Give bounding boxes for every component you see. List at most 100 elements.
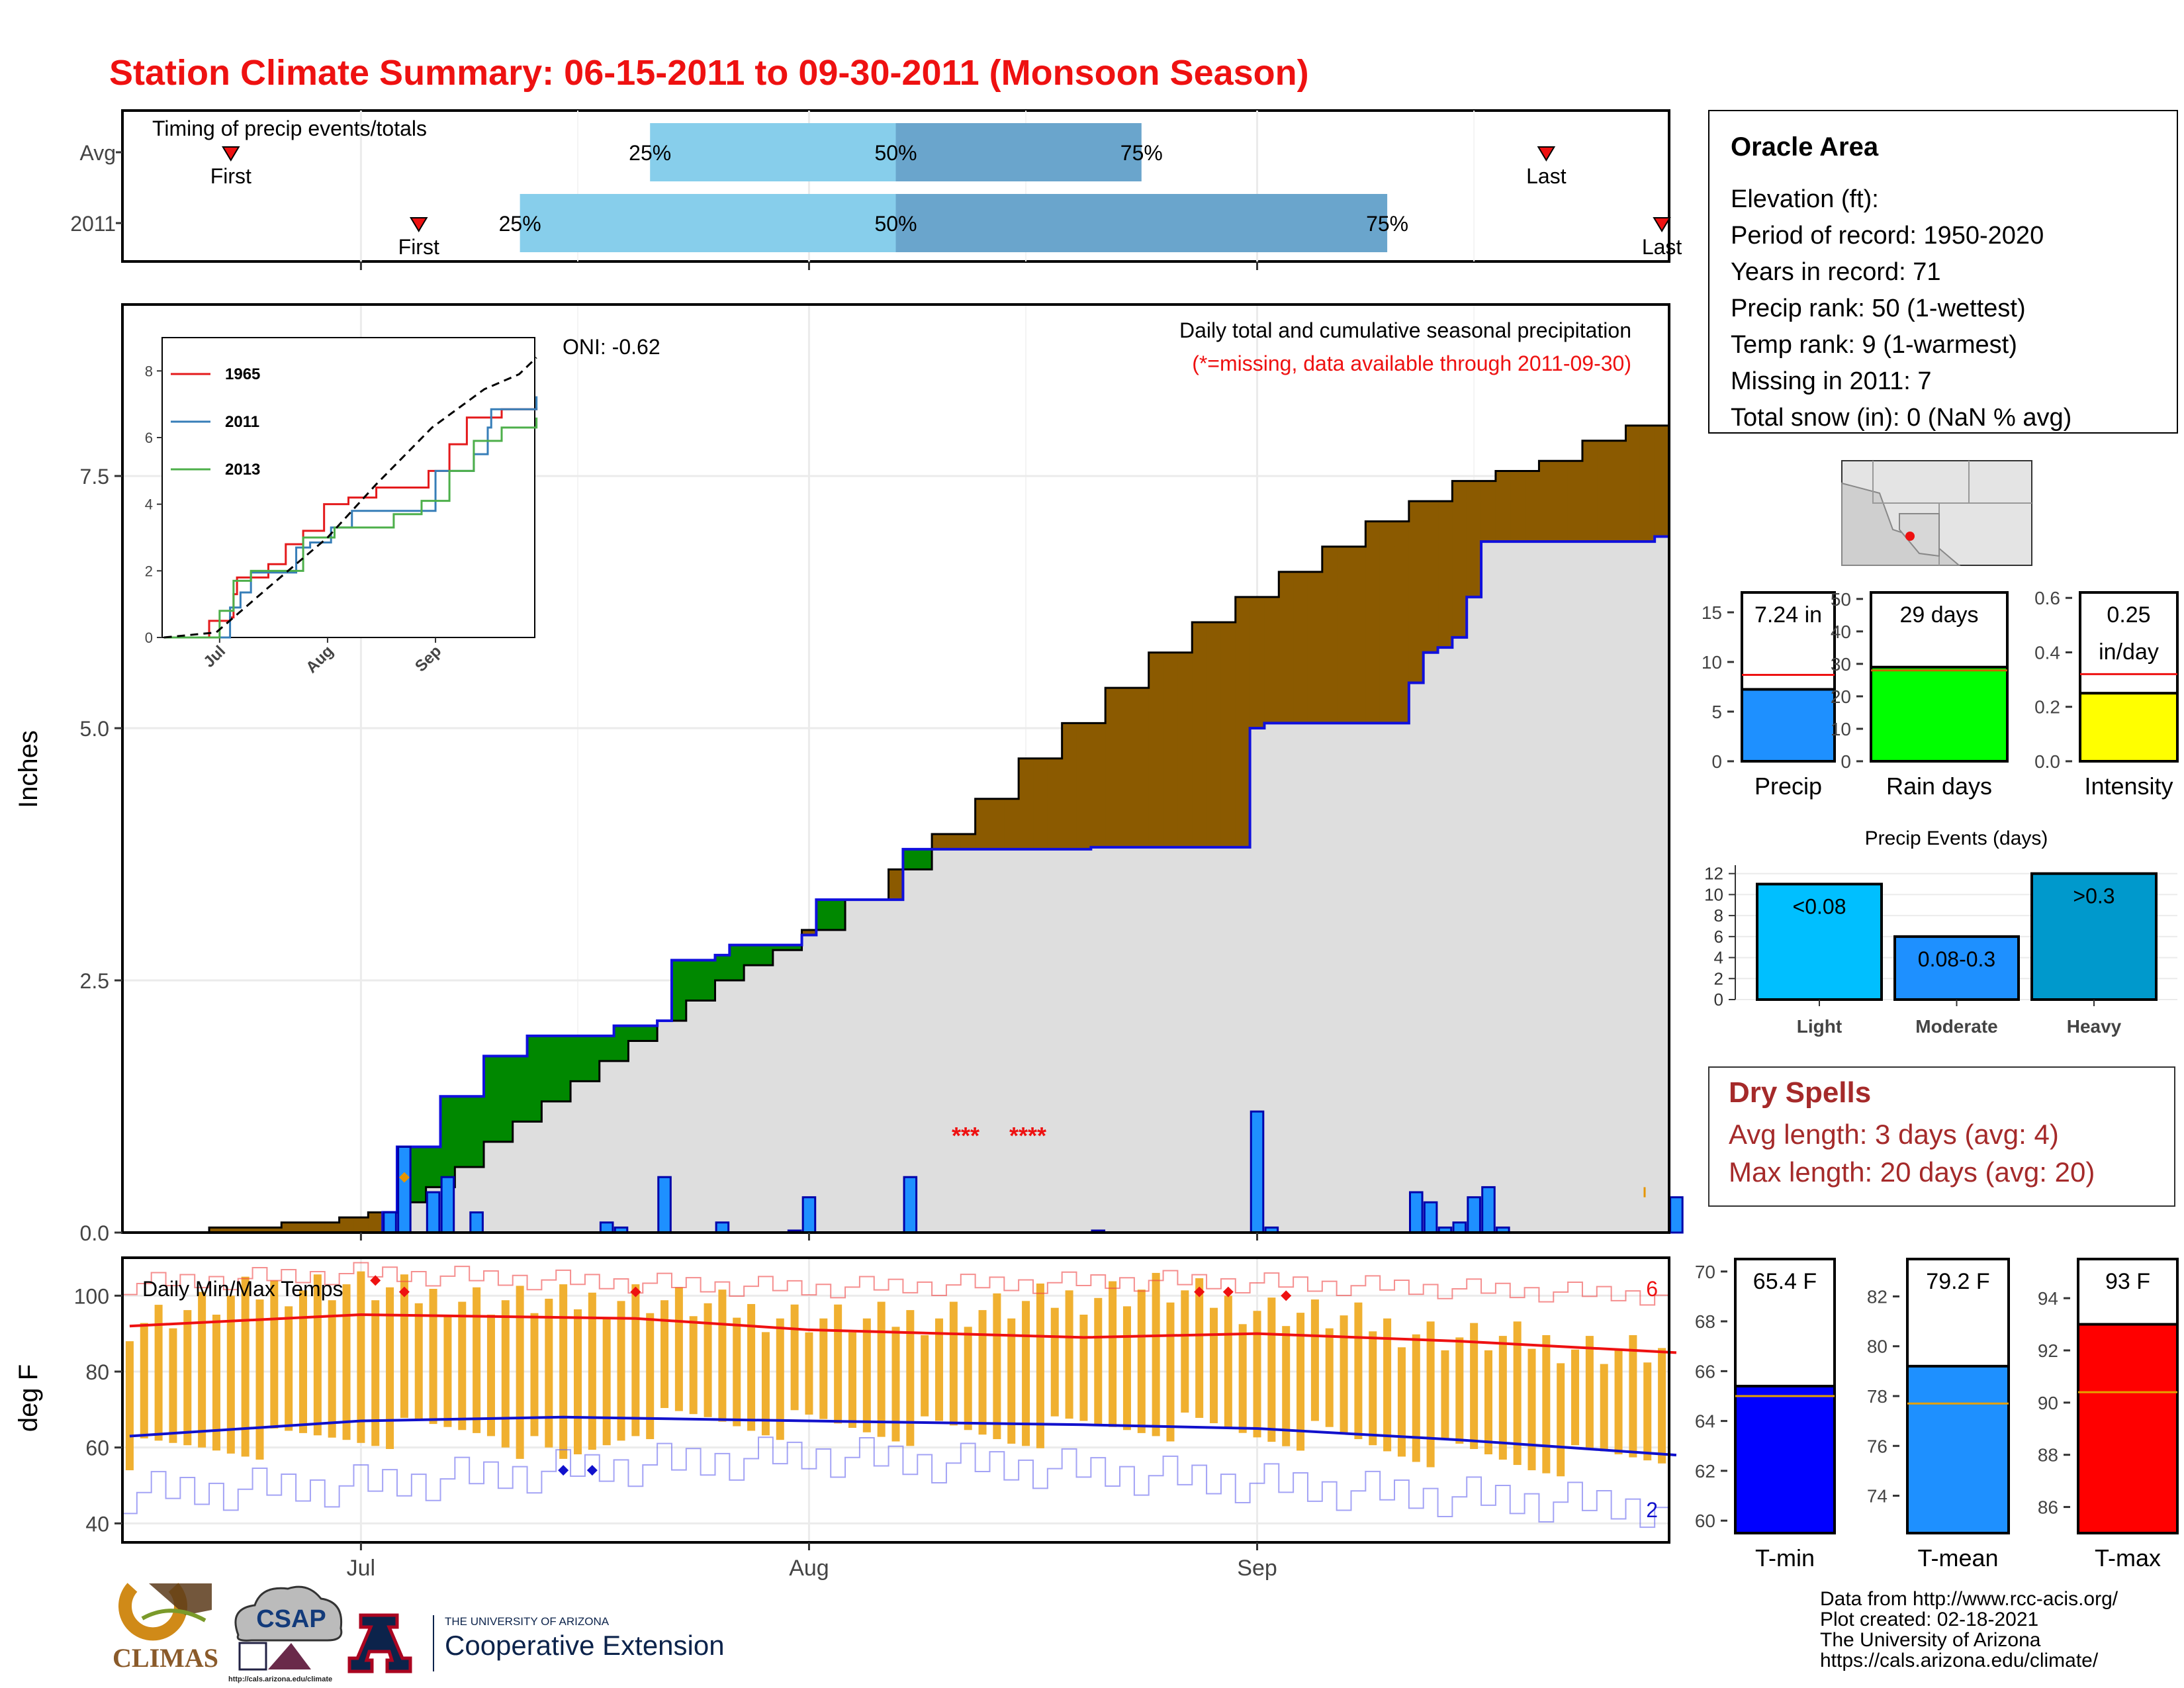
temp-count-min: 2 <box>1646 1498 1658 1522</box>
temp-summary-t-max-y-tick-label: 92 <box>2038 1340 2058 1361</box>
precip-y-tick-label: 5.0 <box>80 717 109 741</box>
temp-daily-bar <box>1166 1302 1175 1442</box>
temp-daily-bar <box>935 1318 944 1421</box>
csap-logo: CSAP http://cals.arizona.edu/climate <box>228 1585 343 1683</box>
temp-record-high-marker <box>1222 1286 1234 1297</box>
temp-daily-bar <box>1542 1335 1551 1474</box>
inset-y-tick-label: 8 <box>145 363 153 379</box>
intensity-y-tick-label: 0.0 <box>2034 751 2060 772</box>
temp-panel: Daily Min/Max Temps 6 2 deg F 40 60 80 100 J… <box>14 1256 1677 1581</box>
temp-daily-bar <box>1498 1336 1507 1460</box>
timing-first-label: First <box>398 235 439 259</box>
csap-logo-text: CSAP <box>256 1605 326 1633</box>
precip-daily-bar <box>801 1196 817 1234</box>
timing-iqr-lower-0 <box>650 123 896 181</box>
rain-days-y-tick-label: 10 <box>1831 719 1851 739</box>
temp-daily-bar <box>891 1327 900 1442</box>
temp-summary-t-max-y-tick-label: 94 <box>2038 1288 2058 1309</box>
temp-daily-bar <box>1195 1278 1204 1418</box>
temp-daily-bar <box>819 1318 828 1419</box>
temp-daily-bar <box>501 1300 510 1448</box>
rain-days-y-tick-label: 50 <box>1831 589 1851 610</box>
events-bar-heavy <box>2030 872 2158 1001</box>
temp-daily-bar <box>169 1328 177 1443</box>
missing-marks-2: **** <box>1009 1122 1046 1149</box>
inset-legend-label: 2011 <box>225 413 259 431</box>
temp-daily-bar <box>299 1290 308 1433</box>
events-y-tick-label: 6 <box>1714 927 1723 947</box>
temp-record-high-marker <box>630 1286 641 1297</box>
inset-y-tick-label: 4 <box>145 496 153 513</box>
rain-days-bar <box>1870 665 2009 763</box>
precip-y-axis-label: Inches <box>14 730 43 808</box>
temp-daily-bar <box>834 1304 842 1424</box>
temp-daily-bar <box>1354 1302 1363 1440</box>
temp-frame <box>121 1256 1670 1544</box>
inset-y-tick-label: 0 <box>145 630 153 646</box>
intensity-bar <box>2079 692 2179 763</box>
precip-marker-orange <box>398 1172 410 1183</box>
footer-credit-line: The University of Arizona <box>1820 1629 2041 1651</box>
precip-daily-bar <box>426 1191 441 1234</box>
temp-daily-bar <box>183 1310 192 1446</box>
temp-daily-bar <box>530 1313 539 1436</box>
events-y-tick-label: 0 <box>1714 990 1723 1009</box>
timing-row-label: Avg <box>79 141 116 165</box>
timing-q75-label: 75% <box>1120 141 1163 165</box>
station-info-line: Temp rank: 9 (1-warmest) <box>1731 331 2017 359</box>
precip-daily-bar <box>1669 1196 1684 1234</box>
events-bar-text: >0.3 <box>2073 884 2115 908</box>
temp-y-tick-label: 100 <box>74 1284 109 1308</box>
temp-summary-t-mean-y-tick-label: 78 <box>1867 1386 1888 1407</box>
temp-daily-bar <box>458 1301 467 1430</box>
temp-daily-bar <box>1267 1297 1276 1442</box>
inset-frame <box>161 337 535 638</box>
temp-daily-bar <box>660 1300 669 1409</box>
temp-daily-bar <box>357 1271 365 1443</box>
events-y-tick-label: 10 <box>1704 884 1723 904</box>
dry-spells-avg: Avg length: 3 days (avg: 4) <box>1729 1119 2059 1150</box>
temp-daily-bar <box>1238 1324 1247 1433</box>
dry-spells-box: Dry Spells Avg length: 3 days (avg: 4) M… <box>1708 1066 2175 1207</box>
temp-daily-bar <box>949 1301 958 1426</box>
timing-first-label: First <box>210 164 251 188</box>
timing-first-marker <box>222 146 240 162</box>
temp-daily-bar <box>1527 1348 1536 1471</box>
map-arizona <box>1899 513 1940 557</box>
station-info-line: Total snow (in): 0 (NaN % avg) <box>1731 404 2071 432</box>
timing-q25-label: 25% <box>629 141 671 165</box>
temp-daily-bar <box>1470 1323 1479 1449</box>
temp-daily-bar <box>1614 1349 1623 1454</box>
station-location-marker <box>1905 532 1915 541</box>
station-info-box: Oracle Area Elevation (ft): Period of rec… <box>1708 110 2178 434</box>
temp-daily-bar <box>1571 1349 1580 1446</box>
station-info-line: Years in record: 71 <box>1731 258 1941 286</box>
temp-daily-bar <box>1109 1281 1117 1427</box>
timing-iqr-lower-1 <box>520 194 896 252</box>
temp-daily-bar <box>1484 1350 1492 1454</box>
temp-daily-bar <box>964 1327 972 1430</box>
temp-daily-bar <box>805 1332 813 1415</box>
temp-record-high-marker <box>370 1275 381 1286</box>
dry-spells-title: Dry Spells <box>1729 1076 1871 1109</box>
temp-daily-bar <box>1426 1321 1435 1468</box>
station-info-line: Precip rank: 50 (1-wettest) <box>1731 295 2026 322</box>
temp-daily-bar <box>1094 1297 1103 1425</box>
precip-daily-bar <box>469 1211 484 1234</box>
inset-legend-label: 1965 <box>225 365 260 383</box>
temp-daily-bar <box>1397 1347 1406 1457</box>
locator-map <box>1841 460 2032 566</box>
station-info-line: Period of record: 1950-2020 <box>1731 222 2044 250</box>
temp-daily-bar <box>255 1299 264 1460</box>
temp-record-high-marker <box>1281 1290 1292 1301</box>
temp-record-high-marker <box>1194 1286 1205 1297</box>
intensity-y-tick-label: 0.6 <box>2034 588 2060 608</box>
events-bar-text: <0.08 <box>1793 895 1846 919</box>
temp-daily-bar <box>1050 1307 1059 1417</box>
temp-summary-t-min-value-text: 65.4 F <box>1753 1269 1817 1294</box>
temp-daily-bar <box>270 1280 279 1429</box>
temp-y-tick-label: 80 <box>85 1360 109 1384</box>
precip-daily-bar <box>397 1145 412 1234</box>
